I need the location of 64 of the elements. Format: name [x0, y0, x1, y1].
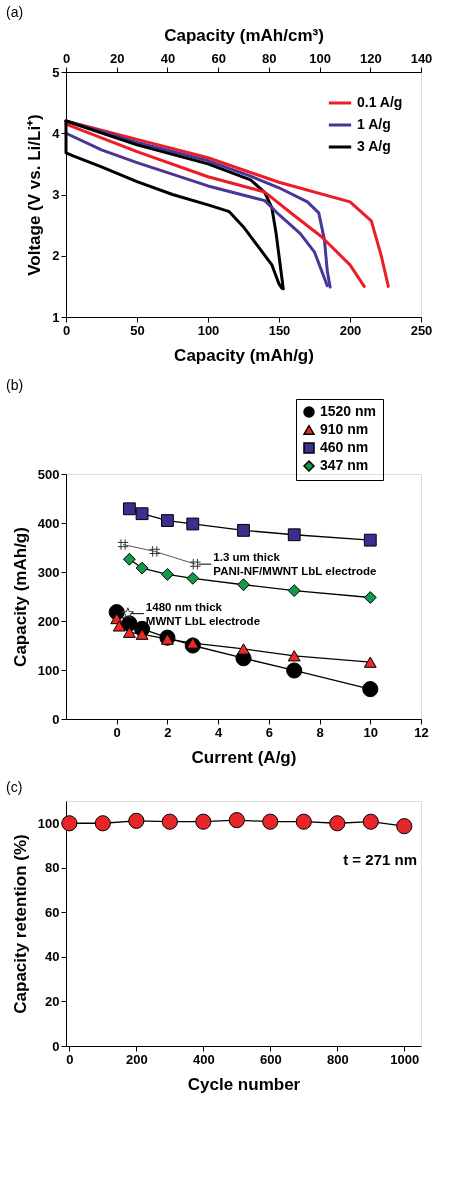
- x-tick-label: 400: [192, 1051, 215, 1067]
- x2-axis-title: Capacity (mAh/cm³): [164, 25, 324, 45]
- y-tick-label: 80: [45, 860, 60, 876]
- chart-title: (a): [6, 4, 24, 20]
- legend-label: 0.1 A/g: [357, 94, 403, 110]
- x-tick-label: 6: [265, 724, 273, 740]
- legend-label: 3 A/g: [357, 138, 391, 154]
- y-tick-label: 5: [52, 64, 60, 80]
- x-tick-label: 4: [215, 724, 224, 740]
- x-axis-title: Capacity (mAh/g): [174, 345, 314, 365]
- y-tick-label: 0: [52, 1038, 60, 1054]
- x-axis-title: Current (A/g): [191, 747, 297, 767]
- x2-tick-label: 140: [410, 50, 433, 66]
- x-tick-label: 0: [62, 322, 71, 338]
- x-tick-label: 50: [130, 322, 145, 338]
- y-axis-title: Capacity retention (%): [10, 834, 30, 1014]
- y-tick-label: 60: [45, 904, 60, 920]
- y-tick-label: 1: [52, 309, 60, 325]
- x2-tick-label: 80: [262, 50, 277, 66]
- x-tick-label: 100: [197, 322, 220, 338]
- y-axis-title: Capacity (mAh/g): [10, 527, 30, 667]
- chart-title: (b): [6, 376, 24, 393]
- y-axis-title: Voltage (V vs. Li/Li⁺): [25, 114, 45, 276]
- x-tick-label: 200: [339, 322, 362, 338]
- y-tick-label: 300: [37, 564, 60, 580]
- y-tick-label: 20: [45, 993, 60, 1009]
- x-tick-label: 800: [326, 1051, 349, 1067]
- y-tick-label: 40: [45, 949, 60, 965]
- x-axis-title: Cycle number: [187, 1074, 301, 1094]
- y-tick-label: 500: [37, 466, 60, 482]
- y-tick-label: 4: [52, 125, 61, 141]
- annotation: 1.3 um thick PANI-NF/MWNT LbL electrode: [213, 551, 377, 578]
- x-tick-label: 0: [66, 1051, 74, 1067]
- y-tick-label: 100: [37, 662, 60, 678]
- x-tick-label: 200: [125, 1051, 148, 1067]
- x-tick-label: 1000: [390, 1051, 420, 1067]
- x2-tick-label: 40: [160, 50, 176, 66]
- annotation: 1480 nm thick MWNT LbL electrode: [145, 600, 261, 627]
- legend-label: 1520 nm: [320, 403, 377, 419]
- legend-label: 910 nm: [320, 421, 369, 437]
- y-tick-label: 2: [52, 248, 60, 264]
- x-tick-label: 8: [316, 724, 324, 740]
- x-tick-label: 150: [268, 322, 291, 338]
- legend-label: 347 nm: [320, 457, 369, 473]
- y-tick-label: 100: [37, 815, 60, 831]
- x-tick-label: 2: [164, 724, 172, 740]
- x-tick-label: 0: [113, 724, 121, 740]
- x2-tick-label: 120: [359, 50, 382, 66]
- x2-tick-label: 0: [62, 50, 71, 66]
- x2-tick-label: 60: [211, 50, 226, 66]
- y-tick-label: 200: [37, 613, 60, 629]
- y-tick-label: 3: [52, 187, 60, 202]
- y-tick-label: 400: [37, 515, 60, 531]
- annotation: t = 271 nm: [343, 850, 417, 868]
- x2-tick-label: 20: [109, 50, 125, 66]
- x-tick-label: 10: [363, 724, 379, 740]
- x2-tick-label: 100: [309, 50, 331, 66]
- x-tick-label: 600: [259, 1051, 282, 1067]
- y-tick-label: 0: [52, 711, 60, 727]
- x-tick-label: 12: [414, 724, 429, 740]
- chart-title: (c): [6, 779, 23, 795]
- legend-label: 460 nm: [320, 439, 369, 455]
- x-tick-label: 250: [410, 322, 433, 338]
- legend-label: 1 A/g: [357, 116, 391, 132]
